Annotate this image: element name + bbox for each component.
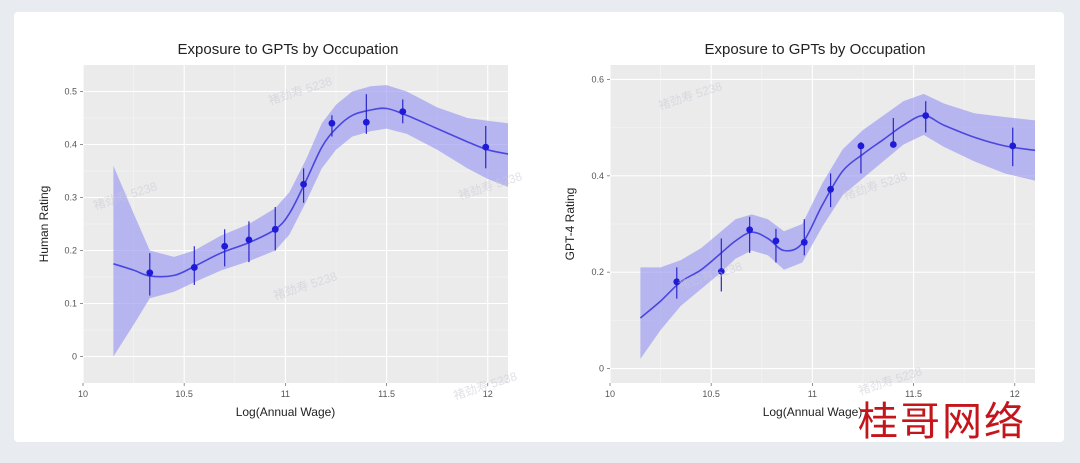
watermark-logo: 桂哥网络 — [858, 399, 1026, 445]
smooth-line — [113, 107, 509, 278]
chart-title: Exposure to GPTs by Occupation — [178, 41, 399, 58]
y-tick-label: 0.3 — [64, 193, 77, 203]
data-point — [717, 267, 725, 275]
y-tick-label: 0.4 — [591, 171, 604, 181]
data-point — [889, 141, 897, 148]
data-point — [399, 108, 407, 116]
data-point — [746, 226, 754, 234]
data-point — [772, 237, 780, 245]
data-point — [221, 242, 229, 250]
chart-title: Exposure to GPTs by Occupation — [705, 41, 926, 58]
x-tick-label: 11.5 — [905, 389, 922, 399]
y-tick-label: 0.2 — [591, 267, 604, 277]
confidence-band — [640, 93, 1035, 359]
x-tick-label: 11 — [281, 389, 290, 399]
chart-1: 10 10.5 11 11.5 12 0 0.1 0.2 0.3 0.4 0.5 Exposure t… — [37, 41, 509, 419]
y-tick-label: 0.6 — [591, 74, 604, 84]
data-point — [146, 269, 154, 277]
chart-2: 10 10.5 11 11.5 12 0 0.2 0.4 0.6 Exposure to GPTs… — [563, 41, 1036, 419]
y-tick-label: 0.5 — [64, 87, 77, 97]
data-point — [271, 225, 279, 233]
data-point — [190, 264, 198, 271]
x-axis-label: Log(Annual Wage) — [763, 405, 863, 419]
data-point — [922, 112, 930, 119]
x-axis-label: Log(Annual Wage) — [236, 405, 336, 419]
data-point — [328, 119, 336, 127]
x-tick-label: 12 — [1010, 389, 1020, 399]
data-point — [827, 185, 834, 193]
x-tick-label: 11.5 — [378, 389, 395, 399]
data-point — [673, 278, 681, 286]
y-tick-label: 0.4 — [64, 140, 77, 150]
data-point — [245, 236, 253, 244]
x-tick-label: 12 — [483, 389, 493, 399]
smooth-line — [639, 114, 1036, 319]
data-point — [857, 142, 865, 150]
data-point — [362, 118, 370, 126]
data-point — [800, 238, 808, 246]
x-tick-label: 11 — [808, 389, 817, 399]
y-tick-label: 0.1 — [64, 299, 77, 309]
data-point — [1009, 142, 1017, 150]
x-tick-label: 10.5 — [175, 389, 193, 399]
x-tick-label: 10 — [605, 389, 615, 399]
data-point — [482, 143, 490, 151]
x-tick-label: 10 — [78, 389, 88, 399]
y-axis-label: Human Rating — [37, 186, 51, 263]
y-tick-label: 0 — [599, 364, 604, 374]
x-tick-label: 10.5 — [702, 389, 720, 399]
y-tick-label: 0.2 — [64, 246, 77, 256]
y-tick-label: 0 — [72, 352, 77, 362]
data-point — [300, 180, 307, 188]
y-axis-label: GPT-4 Rating — [563, 188, 577, 261]
